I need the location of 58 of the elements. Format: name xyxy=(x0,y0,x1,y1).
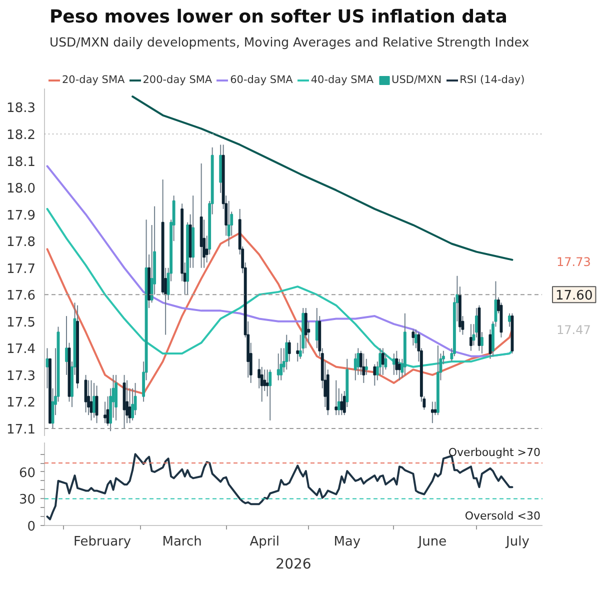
y-tick-label: 17.5 xyxy=(6,315,36,330)
y-tick-label: 60 xyxy=(18,466,36,481)
candlestick xyxy=(288,340,291,362)
y-tick-label: 18.3 xyxy=(6,101,36,116)
legend-label: 200-day SMA xyxy=(142,74,212,86)
candlestick xyxy=(480,332,484,354)
ref-line-label: Oversold <30 xyxy=(464,510,541,522)
x-tick-label: February xyxy=(73,534,132,550)
y-tick-label: 17.8 xyxy=(6,235,36,250)
y-tick-label: 17.1 xyxy=(6,422,36,438)
y-tick-label: 17.7 xyxy=(6,262,36,277)
candlestick xyxy=(470,324,472,352)
legend-label: RSI (14-day) xyxy=(460,74,525,86)
line-series xyxy=(46,232,514,395)
candlestick xyxy=(65,316,68,376)
y-tick-label: 17.2 xyxy=(6,396,36,411)
candlestick xyxy=(373,364,376,386)
x-tick-label: June xyxy=(417,534,447,550)
x-axis-title: 2026 xyxy=(276,556,312,572)
y-tick-label: 17.3 xyxy=(6,368,36,384)
candlestick xyxy=(285,334,288,370)
legend-label: 40-day SMA xyxy=(310,74,374,86)
chart-subtitle: USD/MXN daily developments, Moving Averages and Relative Strength Index xyxy=(49,34,530,50)
candlestick xyxy=(280,348,283,381)
candlestick xyxy=(268,369,272,421)
x-tick-label: July xyxy=(505,534,530,550)
y-tick-label: 18.0 xyxy=(6,182,36,197)
candlestick xyxy=(430,401,434,424)
chart-title: Peso moves lower on softer US inflation data xyxy=(49,6,508,28)
y-tick-label: 18.2 xyxy=(6,128,36,144)
y-tick-label: 18.1 xyxy=(6,154,36,170)
y-tick-label: 0 xyxy=(27,520,36,534)
y-tick-label: 17.9 xyxy=(6,208,36,224)
text: 17.73 xyxy=(556,255,591,270)
x-tick-label: May xyxy=(334,534,361,550)
legend-label: 20-day SMA xyxy=(62,74,125,86)
candlestick xyxy=(104,401,106,424)
candlestick xyxy=(362,353,366,384)
line-series xyxy=(132,96,514,261)
candlestick xyxy=(398,358,401,381)
ref-line-label: Overbought >70 xyxy=(448,446,541,460)
candlestick xyxy=(296,342,300,362)
legend-label: USD/MXN xyxy=(392,74,442,86)
candlestick xyxy=(304,308,308,349)
candlestick xyxy=(412,328,415,346)
line-series xyxy=(46,208,514,368)
x-tick-label: March xyxy=(162,534,202,550)
y-tick-label: 17.6 xyxy=(6,288,36,304)
y-tick-label: 30 xyxy=(18,492,36,508)
text: 17.47 xyxy=(556,323,591,338)
candlestick xyxy=(92,382,96,418)
y-tick-label: 17.4 xyxy=(6,342,36,358)
candlestick xyxy=(364,358,368,376)
x-tick-label: April xyxy=(250,534,280,550)
candlestick xyxy=(334,380,338,416)
candlestick xyxy=(381,348,384,376)
legend-label: 60-day SMA xyxy=(230,74,293,86)
ref-line-label: 17.60 xyxy=(556,288,593,304)
